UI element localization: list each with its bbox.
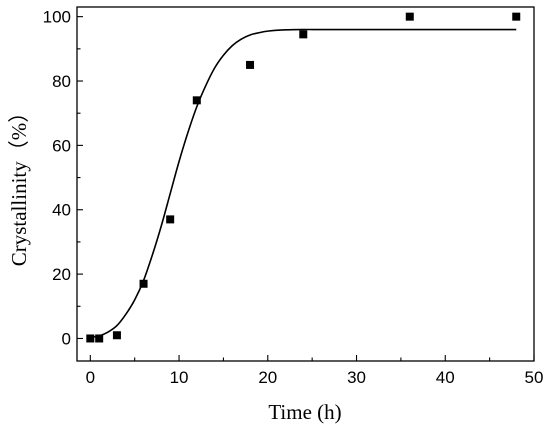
- y-tick-label: 100: [43, 8, 71, 27]
- x-tick-label: 50: [525, 368, 544, 387]
- data-point: [95, 334, 104, 343]
- data-point: [405, 12, 414, 21]
- data-point: [299, 30, 308, 39]
- data-point: [246, 60, 255, 69]
- fit-curve-line: [90, 28, 517, 339]
- data-point: [192, 96, 201, 105]
- y-tick-label: 20: [52, 265, 71, 284]
- plot-frame: [76, 6, 535, 362]
- data-point: [166, 215, 175, 224]
- x-tick-label: 30: [347, 368, 366, 387]
- x-axis-title: Time (h): [268, 400, 341, 424]
- y-tick-label: 0: [62, 329, 71, 348]
- y-axis-title: Crystallinity（%）: [7, 102, 31, 267]
- y-tick-label: 80: [52, 72, 71, 91]
- data-point: [139, 279, 148, 288]
- data-point: [86, 334, 95, 343]
- x-tick-label: 10: [170, 368, 189, 387]
- x-tick-label: 20: [258, 368, 277, 387]
- data-point: [112, 331, 121, 340]
- x-tick-label: 40: [436, 368, 455, 387]
- data-point: [512, 12, 521, 21]
- plot-area: [86, 12, 521, 343]
- axis-ticks: 0 10 20 30 40 50 0 20 40 60 80 100: [43, 8, 544, 387]
- x-tick-label: 0: [86, 368, 95, 387]
- y-tick-label: 40: [52, 201, 71, 220]
- y-tick-label: 60: [52, 136, 71, 155]
